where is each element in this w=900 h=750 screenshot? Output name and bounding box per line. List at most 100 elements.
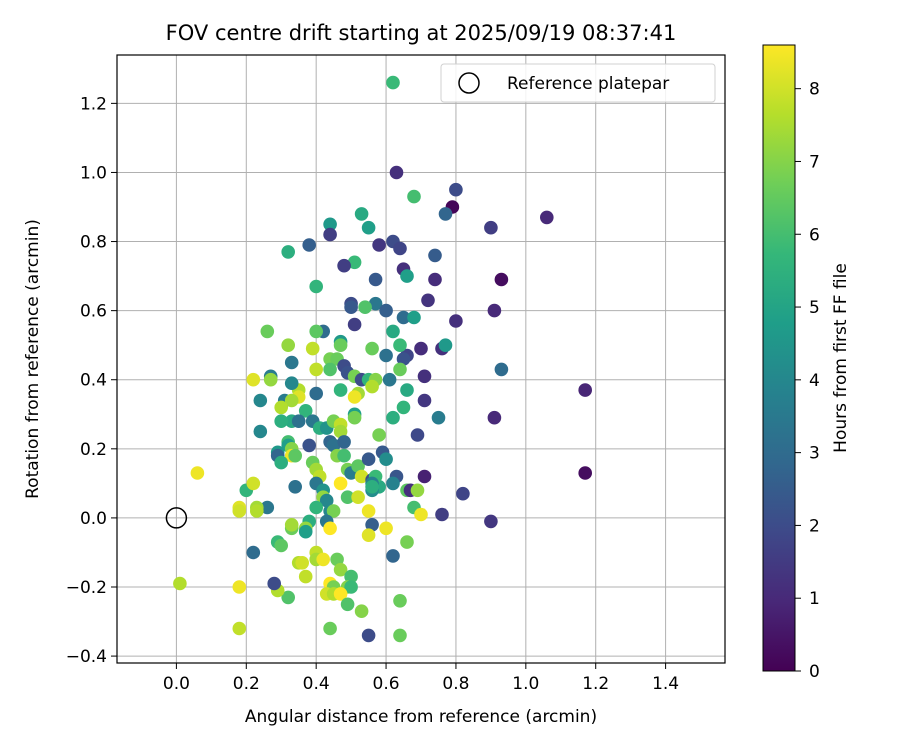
- data-point: [333, 424, 348, 439]
- colorbar-tick-label: 3: [809, 444, 820, 464]
- data-point: [267, 576, 282, 591]
- data-point: [354, 207, 369, 221]
- x-tick-label: 0.2: [233, 674, 260, 694]
- data-point: [309, 279, 324, 294]
- data-point: [281, 590, 296, 605]
- data-point: [323, 362, 337, 377]
- data-point: [354, 469, 369, 484]
- data-point: [368, 272, 383, 287]
- data-point: [173, 576, 187, 591]
- data-point: [340, 597, 355, 612]
- data-point: [361, 220, 376, 235]
- data-point: [274, 414, 289, 429]
- data-point: [288, 480, 303, 494]
- data-point: [305, 341, 320, 356]
- data-point: [372, 428, 386, 442]
- data-point: [365, 480, 379, 494]
- data-points: [173, 75, 592, 643]
- data-point: [393, 241, 407, 256]
- data-point: [372, 238, 386, 252]
- colorbar: [762, 44, 796, 672]
- data-point: [417, 393, 432, 408]
- data-point: [393, 338, 407, 353]
- data-point: [431, 410, 446, 425]
- data-point: [400, 269, 414, 283]
- data-point: [232, 580, 247, 594]
- data-point: [428, 272, 442, 287]
- legend-box: [440, 63, 716, 103]
- y-tick-label: 0.2: [80, 440, 107, 460]
- data-point: [351, 490, 365, 505]
- x-axis-label: Angular distance from reference (arcmin): [245, 707, 597, 727]
- data-point: [578, 466, 592, 480]
- x-tick-label: 0.8: [442, 674, 469, 694]
- data-point: [309, 362, 324, 377]
- x-tick-label: 0.0: [163, 674, 190, 694]
- data-point: [326, 438, 341, 453]
- data-point: [333, 338, 348, 353]
- data-point: [382, 372, 397, 387]
- data-point: [361, 628, 376, 643]
- y-axis-label: Rotation from reference (arcmin): [23, 219, 43, 499]
- data-point: [281, 245, 296, 259]
- data-point: [337, 435, 351, 449]
- y-tick-label: 0.4: [80, 371, 107, 391]
- data-point: [288, 448, 303, 463]
- data-point: [361, 528, 376, 542]
- data-point: [298, 404, 313, 418]
- data-point: [260, 324, 275, 339]
- data-point: [253, 424, 268, 439]
- data-point: [344, 580, 358, 594]
- data-point: [232, 621, 247, 636]
- data-point: [417, 369, 432, 384]
- x-tick-label: 0.6: [373, 674, 400, 694]
- data-point: [386, 549, 400, 563]
- x-tick-label: 0.4: [303, 674, 330, 694]
- data-point: [421, 293, 435, 308]
- data-point: [484, 514, 498, 529]
- y-tick-label: −0.2: [66, 578, 107, 598]
- data-point: [351, 459, 365, 473]
- data-point: [414, 507, 428, 522]
- data-point: [326, 504, 341, 518]
- data-point: [274, 455, 289, 470]
- data-point: [410, 483, 425, 498]
- data-point: [393, 594, 407, 608]
- data-point: [302, 438, 317, 453]
- data-point: [400, 383, 414, 397]
- x-tick-label: 1.4: [652, 674, 679, 694]
- data-point: [263, 372, 278, 387]
- data-point: [456, 486, 470, 501]
- data-point: [449, 314, 463, 328]
- data-point: [540, 210, 554, 225]
- data-point: [484, 220, 498, 235]
- data-point: [494, 272, 509, 287]
- data-point: [494, 362, 509, 377]
- data-point: [361, 504, 376, 518]
- colorbar-tick-label: 0: [809, 662, 820, 682]
- data-point: [309, 500, 324, 515]
- data-point: [365, 518, 379, 532]
- data-point: [487, 410, 502, 425]
- plot-frame: [116, 54, 726, 664]
- data-point: [232, 504, 247, 518]
- data-point: [291, 414, 306, 429]
- colorbar-tick-label: 7: [809, 152, 820, 172]
- data-point: [298, 524, 313, 539]
- data-point: [393, 628, 407, 643]
- data-point: [323, 227, 337, 242]
- data-point: [347, 410, 362, 425]
- data-point: [323, 621, 337, 636]
- data-point: [330, 552, 344, 567]
- data-point: [578, 383, 592, 397]
- data-point: [260, 500, 275, 515]
- data-point: [410, 428, 425, 442]
- data-point: [365, 379, 379, 394]
- data-point: [333, 383, 348, 397]
- data-point: [400, 535, 414, 549]
- grid: [117, 55, 725, 663]
- data-point: [319, 493, 334, 508]
- y-tick-label: 0.0: [80, 509, 107, 529]
- data-point: [337, 258, 351, 273]
